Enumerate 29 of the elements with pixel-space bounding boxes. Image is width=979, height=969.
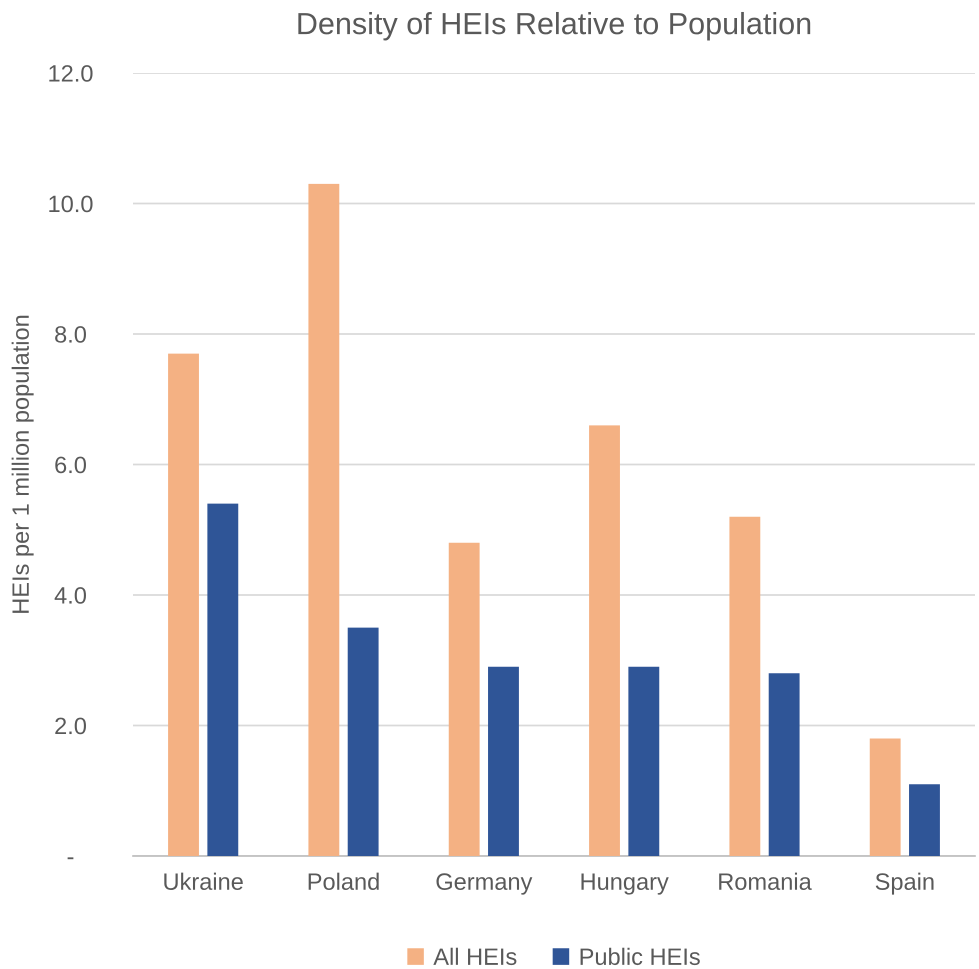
bar	[448, 542, 480, 856]
bar	[909, 784, 940, 856]
bar	[488, 666, 519, 856]
bar	[207, 504, 238, 856]
x-tick-label: Romania	[719, 872, 812, 890]
bar	[168, 354, 199, 856]
y-axis-title: HEIs per 1 million population	[12, 316, 34, 613]
y-tick-label: -	[68, 857, 74, 860]
x-tick-label: Poland	[308, 872, 379, 890]
y-tick-label: 10.0	[49, 196, 93, 212]
x-tick-label: Germany	[436, 873, 532, 895]
chart-title: Density of HEIs Relative to Population	[298, 12, 810, 40]
y-tick-label: 12.0	[49, 65, 93, 82]
bar	[870, 738, 901, 856]
bar	[628, 666, 660, 856]
bar	[589, 425, 620, 856]
legend-label: All HEIs	[433, 948, 516, 966]
y-tick-label: 8.0	[55, 326, 86, 343]
y-tick-label: 2.0	[55, 718, 86, 734]
x-tick-label: Ukraine	[164, 872, 243, 890]
legend-label: Public HEIs	[580, 948, 700, 966]
x-tick-label: Spain	[876, 872, 934, 895]
bar	[308, 184, 340, 856]
x-tick-label: Hungary	[581, 874, 669, 895]
bar	[729, 516, 760, 856]
y-tick-label: 6.0	[55, 456, 86, 474]
bar	[348, 628, 379, 856]
y-tick-label: 4.0	[54, 587, 86, 604]
bar	[768, 673, 800, 856]
